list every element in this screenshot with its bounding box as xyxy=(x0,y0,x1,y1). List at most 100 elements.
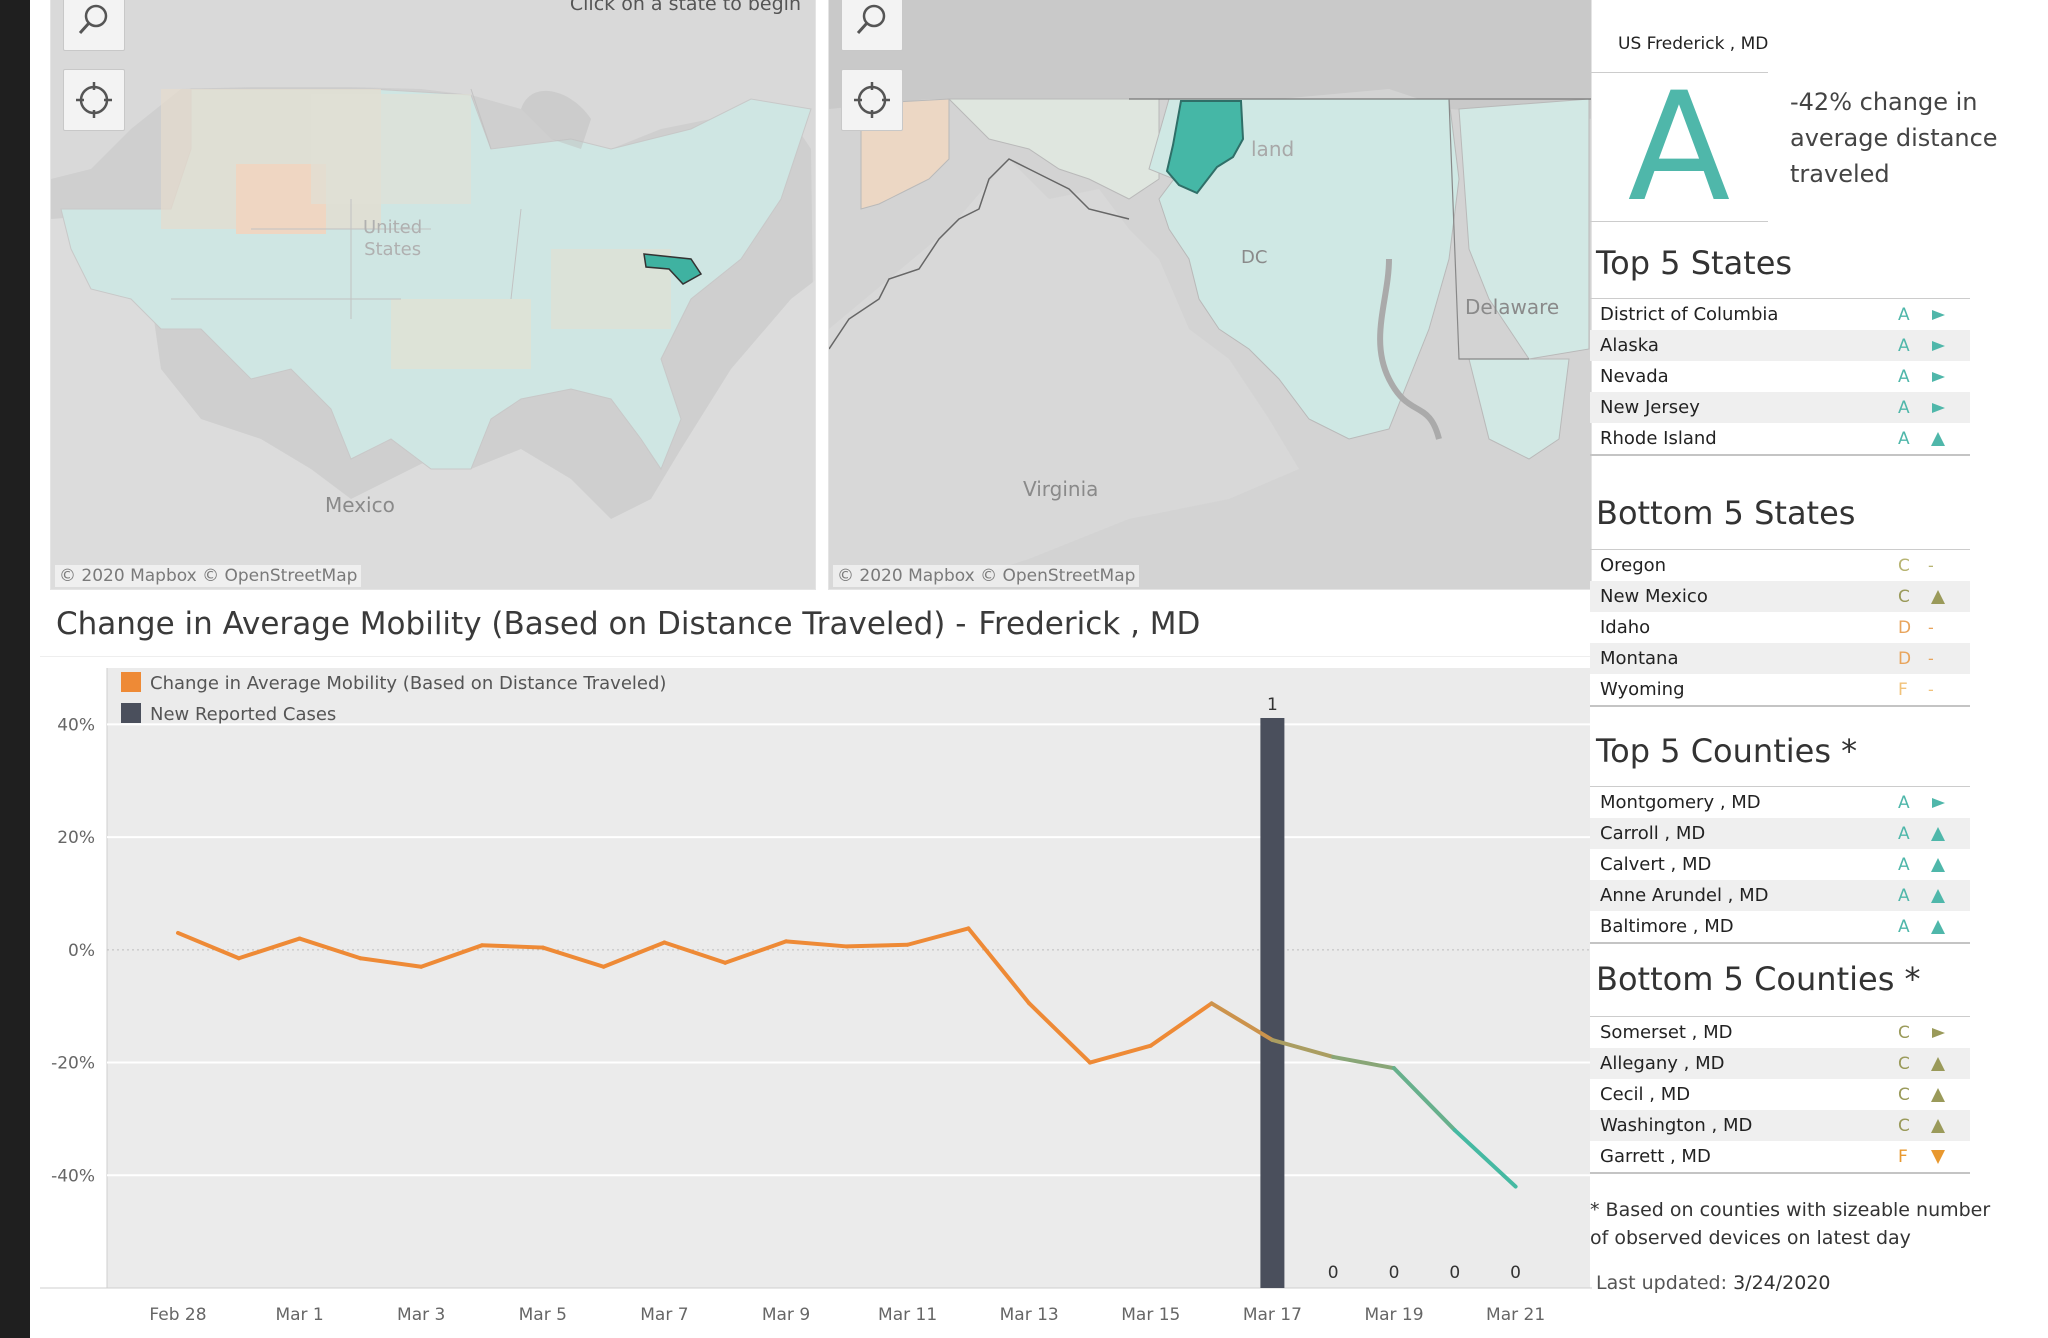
rank-grade: A xyxy=(1898,366,1910,387)
rank-name: New Jersey xyxy=(1600,397,1700,418)
y-tick-label: -40% xyxy=(51,1166,95,1186)
x-tick-label: Mar 5 xyxy=(519,1305,567,1325)
search-icon xyxy=(856,4,886,35)
right-panel: US Frederick , MD A -42% change in avera… xyxy=(1590,0,2010,1338)
rank-grade: A xyxy=(1898,854,1910,875)
map-label-dc: DC xyxy=(1241,247,1268,268)
state-map[interactable]: land DC Delaware Virginia © 2020 Mapbox … xyxy=(828,0,1592,590)
mobility-line-segment xyxy=(1392,1066,1457,1133)
rank-name: District of Columbia xyxy=(1600,304,1779,325)
rank-row[interactable]: New Mexico C xyxy=(1590,581,1970,612)
rank-grade: D xyxy=(1898,617,1912,638)
rank-grade: C xyxy=(1898,1115,1910,1136)
map-attribution[interactable]: © 2020 Mapbox © OpenStreetMap xyxy=(55,565,362,587)
trend-right-icon xyxy=(1928,368,1970,386)
rank-row[interactable]: Montana D - xyxy=(1590,643,1970,674)
rank-row[interactable]: Garrett , MD F xyxy=(1590,1141,1970,1172)
bottom-counties-list: Somerset , MD C Allegany , MD C Cecil , MD C W… xyxy=(1590,1016,1970,1174)
trend-right-icon xyxy=(1928,794,1970,812)
bottom-counties-title: Bottom 5 Counties * xyxy=(1596,960,1921,998)
rank-row[interactable]: Oregon C - xyxy=(1590,550,1970,581)
rank-row[interactable]: Cecil , MD C xyxy=(1590,1079,1970,1110)
trend-up-icon xyxy=(1928,856,1970,874)
x-tick-label: Mar 7 xyxy=(640,1305,688,1325)
rank-row[interactable]: Calvert , MD A xyxy=(1590,849,1970,880)
last-updated-label: Last updated: xyxy=(1596,1272,1728,1294)
case-bar-label: 0 xyxy=(1328,1263,1339,1283)
crosshair-icon xyxy=(854,82,890,118)
mobility-chart[interactable]: 40% 20% 0% -20% -40% Feb 28 Mar 1 Mar 3 Mar 5 Mar… xyxy=(40,656,1592,1338)
rank-row[interactable]: Nevada A xyxy=(1590,361,1970,392)
map-attribution[interactable]: © 2020 Mapbox © OpenStreetMap xyxy=(833,565,1140,587)
case-bar-label: 0 xyxy=(1389,1263,1400,1283)
trend-up-icon xyxy=(1928,918,1970,936)
trend-right-icon xyxy=(1928,399,1970,417)
mobility-line-segment xyxy=(784,939,849,949)
us-map[interactable]: Click on a state to begin United States … xyxy=(50,0,816,590)
trend-none-icon: - xyxy=(1928,618,1934,637)
mobility-line-segment xyxy=(905,926,971,947)
rank-name: Idaho xyxy=(1600,617,1651,638)
map-hint-text: Click on a state to begin xyxy=(569,0,801,15)
rank-grade: A xyxy=(1898,916,1910,937)
case-bar-label: 0 xyxy=(1510,1263,1521,1283)
grade-description: -42% change in average distance traveled xyxy=(1790,88,1998,188)
chart-title: Change in Average Mobility (Based on Dis… xyxy=(56,606,1200,642)
case-bar xyxy=(1260,718,1285,1288)
map-locate-button[interactable] xyxy=(841,69,903,131)
rank-row[interactable]: Carroll , MD A xyxy=(1590,818,1970,849)
rank-row[interactable]: New Jersey A xyxy=(1590,392,1970,423)
top-counties-title: Top 5 Counties * xyxy=(1596,732,1858,770)
mobility-line-segment xyxy=(1148,1001,1214,1048)
rank-row[interactable]: Somerset , MD C xyxy=(1590,1017,1970,1048)
map-label-virginia: Virginia xyxy=(1023,477,1099,501)
last-updated: Last updated: 3/24/2020 xyxy=(1596,1272,1831,1294)
rank-row[interactable]: Wyoming F - xyxy=(1590,674,1970,705)
mobility-line-segment xyxy=(1270,1038,1336,1059)
rank-row[interactable]: Montgomery , MD A xyxy=(1590,787,1970,818)
top-counties-list: Montgomery , MD A Carroll , MD A Calvert , M… xyxy=(1590,786,1970,944)
mobility-line-segment xyxy=(540,945,606,969)
rank-grade: A xyxy=(1898,397,1910,418)
location-header: US Frederick , MD xyxy=(1618,34,1769,54)
rank-row[interactable]: Rhode Island A xyxy=(1590,423,1970,454)
trend-up-icon xyxy=(1928,887,1970,905)
rank-row[interactable]: Idaho D - xyxy=(1590,612,1970,643)
rank-grade: A xyxy=(1898,304,1910,325)
map-locate-button[interactable] xyxy=(63,69,125,131)
mobility-line-segment xyxy=(1452,1128,1518,1189)
rank-row[interactable]: District of Columbia A xyxy=(1590,299,1970,330)
mobility-line-segment xyxy=(723,939,788,965)
x-tick-label: Mar 13 xyxy=(1000,1305,1059,1325)
mobility-line-segment xyxy=(419,943,484,969)
rank-name: Baltimore , MD xyxy=(1600,916,1734,937)
rank-row[interactable]: Baltimore , MD A xyxy=(1590,911,1970,942)
trend-up-icon xyxy=(1928,430,1970,448)
map-label-maryland: land xyxy=(1251,137,1295,161)
mobility-line-segment xyxy=(236,936,302,961)
trend-right-icon xyxy=(1928,1024,1970,1042)
rank-name: Garrett , MD xyxy=(1600,1146,1711,1167)
rank-row[interactable]: Allegany , MD C xyxy=(1590,1048,1970,1079)
rank-name: New Mexico xyxy=(1600,586,1708,607)
mobility-grade: A xyxy=(1627,61,1731,235)
rank-row[interactable]: Anne Arundel , MD A xyxy=(1590,880,1970,911)
map-search-button[interactable] xyxy=(63,0,125,51)
x-tick-label: Feb 28 xyxy=(149,1305,206,1325)
rank-grade: A xyxy=(1898,428,1910,449)
rank-row[interactable]: Washington , MD C xyxy=(1590,1110,1970,1141)
rank-grade: C xyxy=(1898,586,1910,607)
rank-name: Somerset , MD xyxy=(1600,1022,1733,1043)
rank-row[interactable]: Alaska A xyxy=(1590,330,1970,361)
rank-name: Anne Arundel , MD xyxy=(1600,885,1769,906)
y-tick-label: -20% xyxy=(51,1054,95,1074)
rank-name: Alaska xyxy=(1600,335,1659,356)
rank-name: Montana xyxy=(1600,648,1679,669)
trend-up-icon xyxy=(1928,588,1970,606)
map-search-button[interactable] xyxy=(841,0,903,51)
trend-right-icon xyxy=(1928,337,1970,355)
chart-title-location: Frederick , MD xyxy=(978,606,1201,642)
state-map-shapes xyxy=(829,0,1591,589)
top-states-title: Top 5 States xyxy=(1596,244,1793,282)
mobility-line-segment xyxy=(662,940,728,965)
